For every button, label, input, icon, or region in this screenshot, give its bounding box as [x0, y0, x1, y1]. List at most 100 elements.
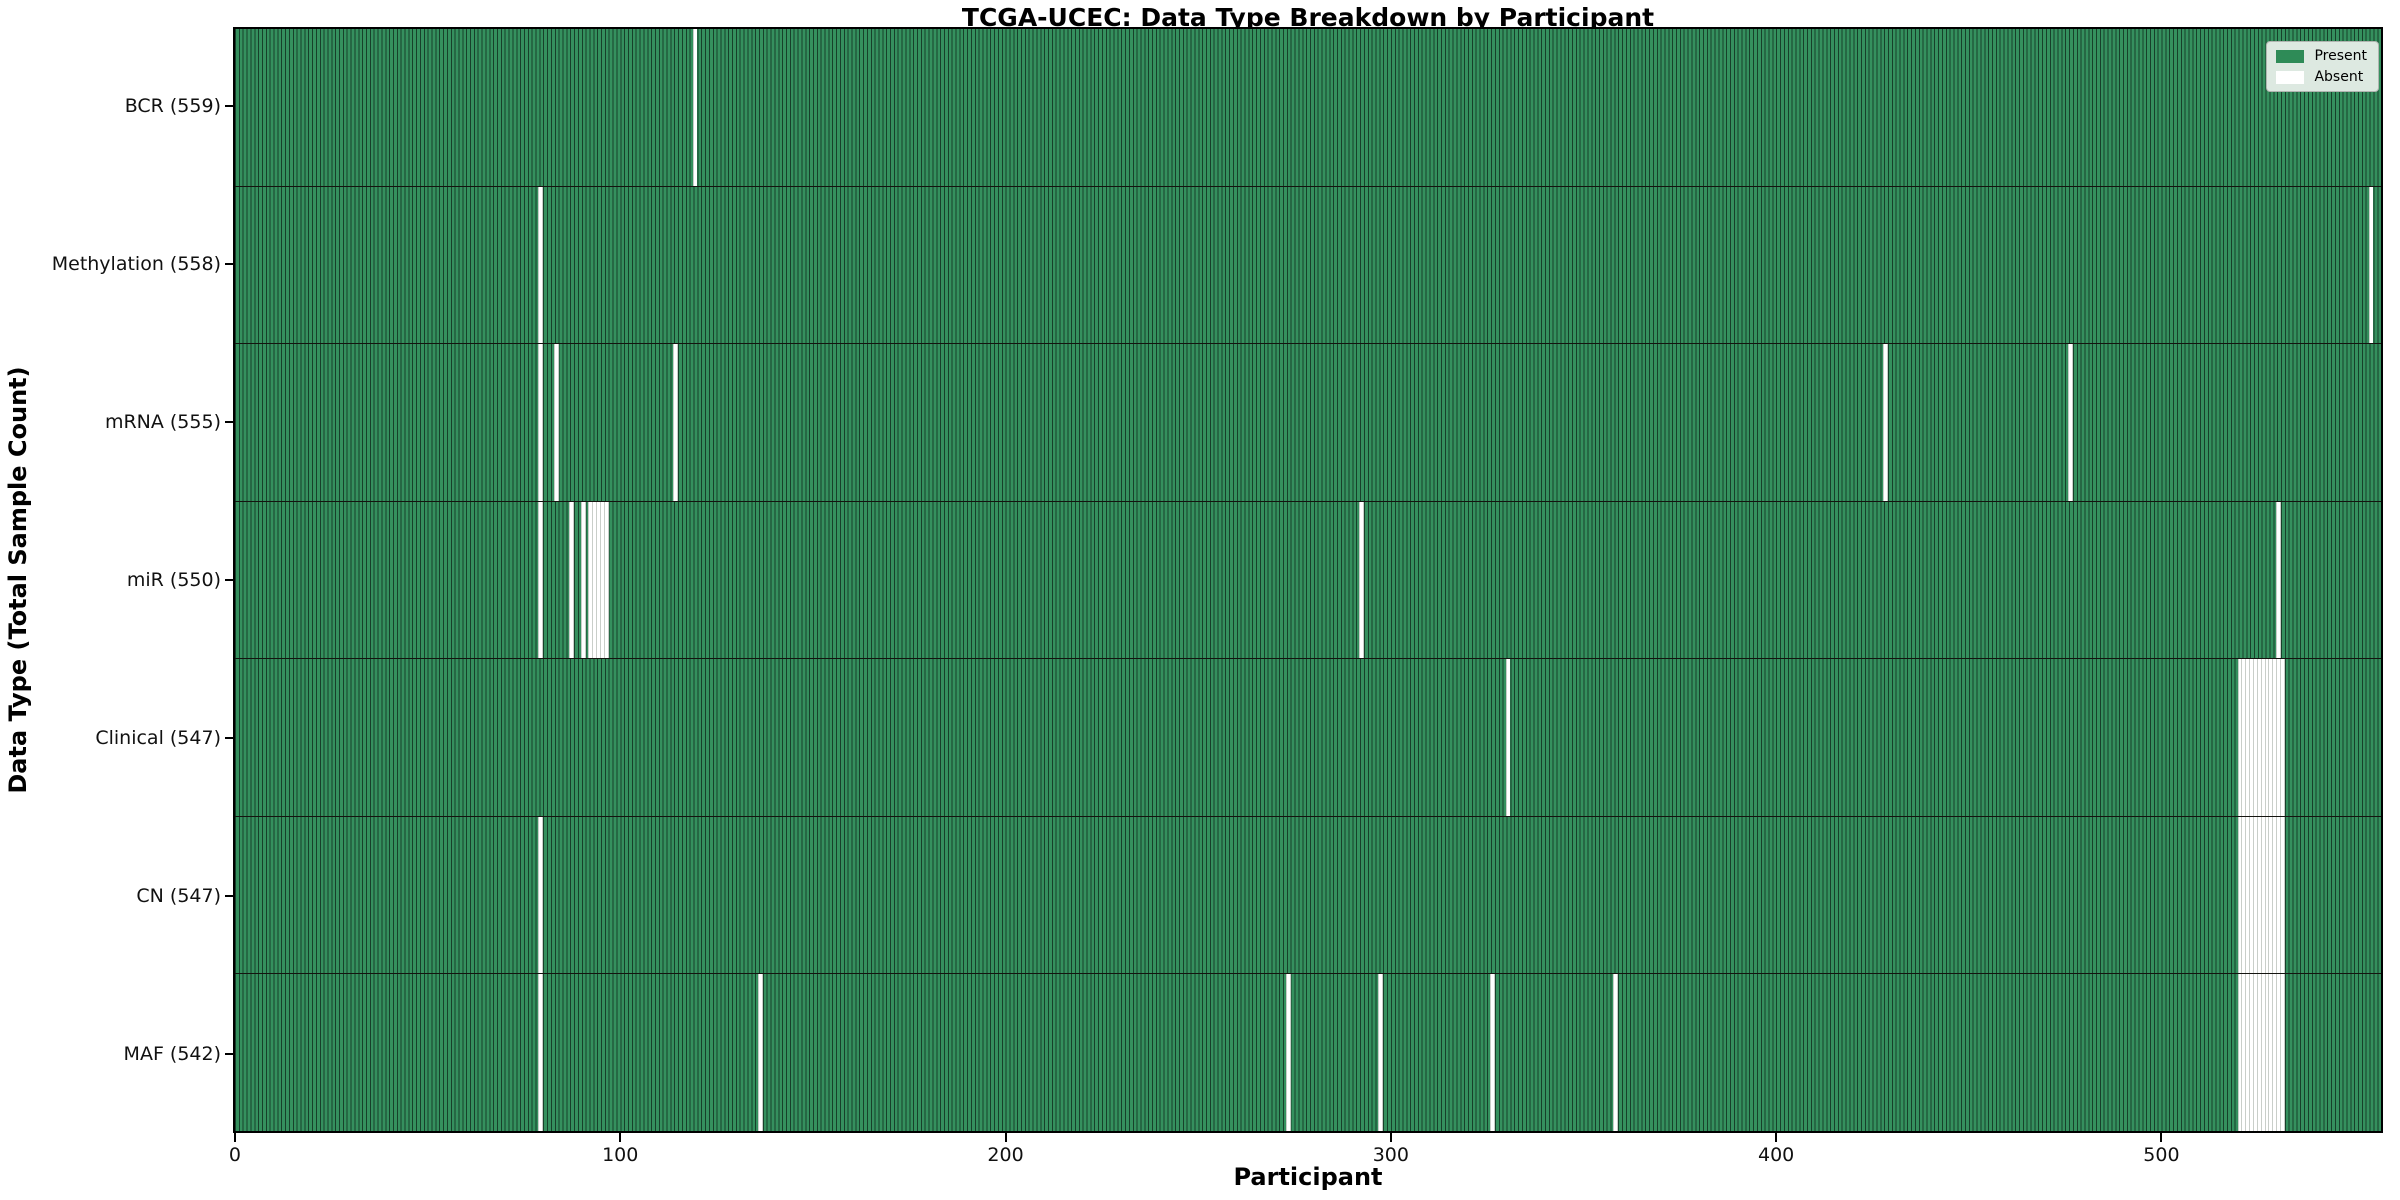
absent-mark [2272, 659, 2278, 816]
absent-mark [692, 29, 698, 186]
y-tick-label-mrna: mRNA (555) [104, 411, 221, 433]
x-tick-label: 400 [1758, 1144, 1795, 1166]
data-row-maf [235, 974, 2381, 1132]
absent-mark [2272, 974, 2278, 1132]
x-tick-label: 0 [228, 1144, 241, 1166]
absent-mark [2268, 974, 2274, 1132]
absent-mark [2279, 659, 2285, 816]
y-tick-mark [225, 579, 233, 581]
data-row-bcr [235, 29, 2381, 187]
legend: Present Absent [2266, 41, 2379, 92]
absent-mark [2272, 816, 2278, 974]
absent-mark [538, 186, 544, 344]
y-tick-label-maf: MAF (542) [123, 1043, 221, 1065]
x-tick-mark [233, 1133, 236, 1142]
absent-mark [758, 974, 763, 1132]
legend-entry-absent: Absent [2276, 70, 2367, 84]
y-tick-label-clinical: Clinical (547) [95, 727, 221, 749]
absent-mark [2241, 816, 2247, 974]
absent-mark [1883, 344, 1888, 501]
absent-mark [2237, 816, 2243, 974]
x-tick-mark [2160, 1133, 2163, 1142]
absent-mark [2368, 186, 2374, 344]
y-tick-label-mir: miR (550) [126, 569, 221, 591]
absent-mark [2268, 816, 2274, 974]
absent-mark [2249, 659, 2254, 816]
absent-mark [2260, 974, 2266, 1132]
x-axis-label: Participant [1233, 1163, 1383, 1191]
absent-mark [538, 344, 544, 501]
x-tick-label: 200 [987, 1144, 1024, 1166]
absent-mark [2241, 659, 2247, 816]
absent-mark [1285, 974, 1291, 1132]
absent-mark [2276, 816, 2281, 974]
data-row-mrna [235, 344, 2381, 502]
absent-mark [2260, 659, 2266, 816]
data-row-mir [235, 501, 2381, 660]
absent-mark [2249, 816, 2254, 974]
absent-mark [673, 344, 679, 501]
absent-mark [1359, 501, 1364, 659]
absent-mark [2264, 659, 2270, 816]
absent-mark [596, 501, 602, 659]
legend-label: Absent [2314, 69, 2364, 85]
y-tick-label-bcr: BCR (559) [124, 95, 221, 117]
y-tick-label-methylation: Methylation (558) [51, 253, 221, 275]
absent-mark [588, 501, 594, 659]
data-row-clinical [235, 659, 2381, 817]
absent-mark [603, 501, 609, 659]
absent-mark [2276, 501, 2281, 659]
absent-mark [2279, 816, 2285, 974]
legend-entry-present: Present [2276, 49, 2367, 63]
absent-mark [2256, 816, 2262, 974]
absent-mark [2245, 659, 2251, 816]
absent-mark [1490, 974, 1495, 1132]
absent-mark [2237, 974, 2243, 1132]
absent-mark [538, 816, 544, 974]
absent-mark [2068, 344, 2073, 501]
y-tick-mark [225, 263, 233, 265]
legend-swatch-absent [2276, 70, 2305, 84]
absent-mark [2252, 816, 2258, 974]
absent-mark [2252, 659, 2258, 816]
x-tick-mark [1004, 1133, 1007, 1142]
x-tick-label: 300 [1372, 1144, 1409, 1166]
y-tick-mark [225, 421, 233, 423]
absent-mark [1505, 659, 1511, 816]
absent-mark [2237, 659, 2243, 816]
absent-mark [2260, 816, 2266, 974]
absent-mark [2252, 974, 2258, 1132]
x-tick-label: 500 [2143, 1144, 2180, 1166]
absent-mark [1378, 974, 1384, 1132]
legend-swatch-present [2276, 49, 2305, 63]
absent-mark [538, 501, 544, 659]
absent-mark [2245, 816, 2251, 974]
y-tick-mark [225, 1053, 233, 1055]
absent-mark [538, 974, 544, 1132]
absent-mark [2241, 974, 2247, 1132]
absent-mark [2276, 974, 2281, 1132]
legend-label: Present [2314, 48, 2367, 64]
absent-mark [2264, 816, 2270, 974]
y-tick-label-cn: CN (547) [136, 885, 221, 907]
x-tick-mark [619, 1133, 622, 1142]
absent-mark [553, 344, 559, 501]
absent-mark [569, 501, 575, 659]
absent-mark [2256, 659, 2262, 816]
x-tick-label: 100 [602, 1144, 639, 1166]
x-tick-mark [1775, 1133, 1778, 1142]
absent-mark [580, 501, 586, 659]
absent-mark [2249, 974, 2254, 1132]
absent-mark [2256, 974, 2262, 1132]
data-row-cn [235, 816, 2381, 975]
absent-mark [592, 501, 598, 659]
absent-mark [2276, 659, 2281, 816]
data-row-methylation [235, 186, 2381, 345]
absent-mark [2264, 974, 2270, 1132]
absent-mark [2268, 659, 2274, 816]
absent-mark [2245, 974, 2251, 1132]
absent-mark [600, 501, 605, 659]
y-tick-mark [225, 105, 233, 107]
y-tick-mark [225, 895, 233, 897]
